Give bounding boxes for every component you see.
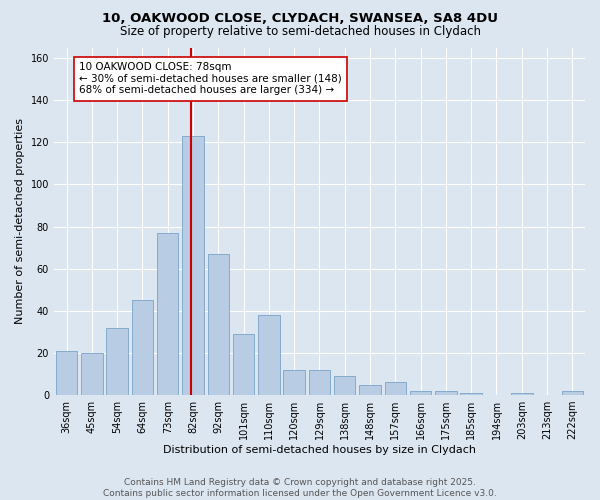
Bar	[283, 370, 305, 395]
X-axis label: Distribution of semi-detached houses by size in Clydach: Distribution of semi-detached houses by …	[163, 445, 476, 455]
Bar	[81, 353, 103, 395]
Bar	[233, 334, 254, 395]
Bar	[56, 351, 77, 395]
Bar	[435, 391, 457, 395]
Bar	[182, 136, 204, 395]
Bar	[562, 391, 583, 395]
Bar	[309, 370, 330, 395]
Bar	[511, 393, 533, 395]
Bar	[359, 384, 381, 395]
Bar	[131, 300, 153, 395]
Text: 10, OAKWOOD CLOSE, CLYDACH, SWANSEA, SA8 4DU: 10, OAKWOOD CLOSE, CLYDACH, SWANSEA, SA8…	[102, 12, 498, 26]
Text: Size of property relative to semi-detached houses in Clydach: Size of property relative to semi-detach…	[119, 25, 481, 38]
Y-axis label: Number of semi-detached properties: Number of semi-detached properties	[15, 118, 25, 324]
Bar	[106, 328, 128, 395]
Bar	[410, 391, 431, 395]
Bar	[157, 233, 178, 395]
Bar	[334, 376, 355, 395]
Bar	[460, 393, 482, 395]
Bar	[208, 254, 229, 395]
Bar	[385, 382, 406, 395]
Text: Contains HM Land Registry data © Crown copyright and database right 2025.
Contai: Contains HM Land Registry data © Crown c…	[103, 478, 497, 498]
Text: 10 OAKWOOD CLOSE: 78sqm
← 30% of semi-detached houses are smaller (148)
68% of s: 10 OAKWOOD CLOSE: 78sqm ← 30% of semi-de…	[79, 62, 342, 96]
Bar	[258, 315, 280, 395]
